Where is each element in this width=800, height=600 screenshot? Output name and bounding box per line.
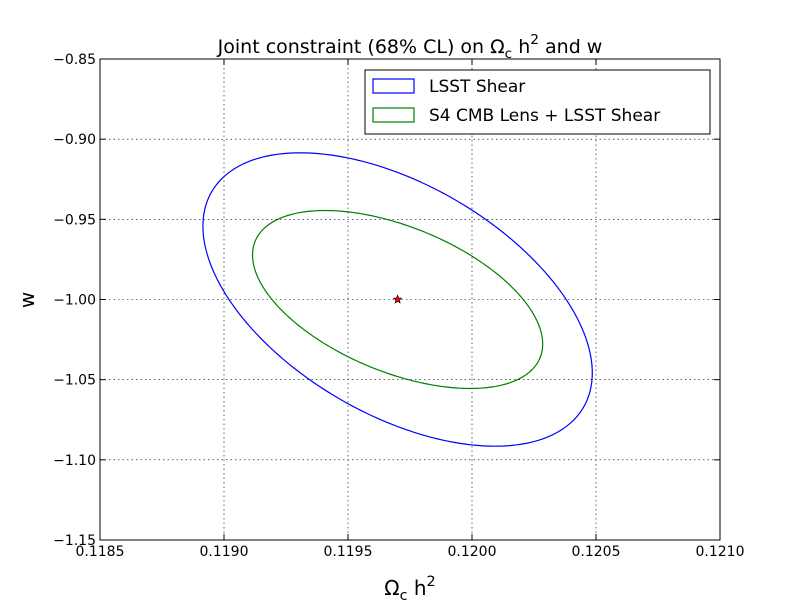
x-axis-label: Ωc​ h2​ — [384, 574, 435, 600]
legend-label: S4 CMB Lens + LSST Shear — [429, 106, 660, 126]
legend-label: LSST Shear — [429, 77, 525, 97]
y-tick-label: −1.15 — [53, 533, 96, 549]
legend-swatch — [372, 78, 415, 94]
x-tick-label: 0.1185 — [76, 544, 125, 560]
fiducial-star-marker — [392, 294, 403, 304]
series-ellipse-2 — [251, 209, 544, 390]
x-tick-label: 0.1205 — [572, 544, 621, 560]
legend: LSST Shear S4 CMB Lens + LSST Shear — [364, 69, 711, 135]
x-tick-label: 0.1200 — [448, 544, 497, 560]
ticks: 0.1185 0.1190 0.1195 0.1200 0.1205 0.1210 −1.1… — [53, 52, 744, 560]
grid — [100, 59, 720, 540]
y-tick-label: −0.90 — [53, 132, 96, 148]
legend-box — [364, 69, 711, 135]
x-tick-label: 0.1190 — [200, 544, 249, 560]
y-tick-label: −1.10 — [53, 453, 96, 469]
legend-swatch — [372, 107, 415, 123]
series-ellipse-1 — [202, 152, 593, 447]
series-layer — [202, 152, 593, 447]
chart-title: Joint constraint (68% CL) on Ωc​ h2​ and… — [217, 32, 603, 62]
y-tick-label: −1.00 — [53, 293, 96, 309]
x-tick-label: 0.1210 — [696, 544, 745, 560]
y-axis-label: w — [15, 292, 39, 308]
y-tick-label: −1.05 — [53, 373, 96, 389]
y-tick-label: −0.95 — [53, 212, 96, 228]
x-tick-label: 0.1195 — [324, 544, 373, 560]
y-tick-label: −0.85 — [53, 52, 96, 68]
